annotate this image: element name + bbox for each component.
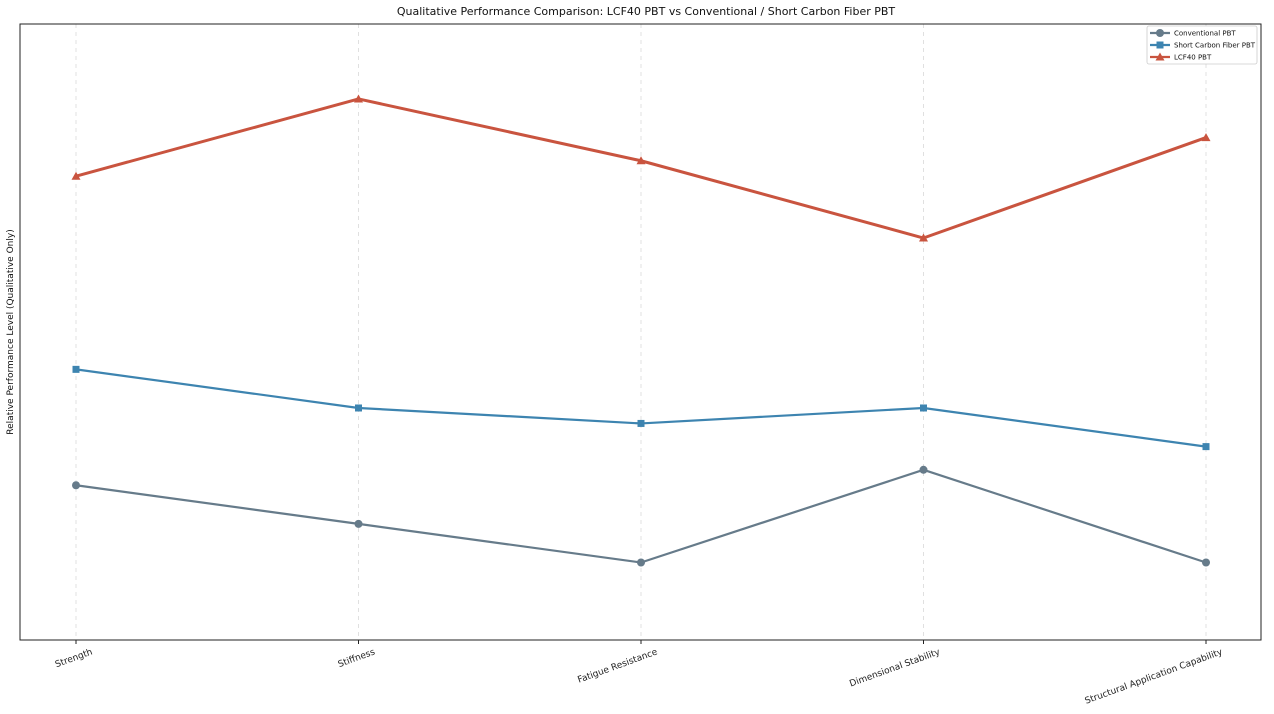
- x-tick-label: Structural Application Capability: [1084, 647, 1225, 706]
- data-point: [1202, 558, 1210, 567]
- data-point: [919, 465, 928, 474]
- data-point: [637, 558, 645, 567]
- data-point: [72, 481, 80, 490]
- legend-marker: [1155, 52, 1165, 61]
- x-tick-label: Dimensional Stability: [848, 647, 942, 689]
- x-tick-label: Fatigue Resistance: [576, 647, 659, 685]
- data-point: [355, 404, 362, 412]
- legend-label: Conventional PBT: [1174, 30, 1236, 38]
- y-axis-label: Relative Performance Level (Qualitative …: [6, 229, 16, 434]
- chart-title: Qualitative Performance Comparison: LCF4…: [397, 5, 896, 18]
- data-point: [920, 404, 927, 412]
- legend-label: LCF40 PBT: [1174, 54, 1212, 62]
- data-point: [1202, 443, 1210, 451]
- series-group: [71, 94, 1211, 567]
- legend-label: Short Carbon Fiber PBT: [1174, 42, 1256, 50]
- data-point: [72, 365, 80, 373]
- data-point: [354, 519, 363, 528]
- legend-marker: [1156, 41, 1164, 49]
- legend: Conventional PBT Short Carbon Fiber PBT LC…: [1146, 25, 1258, 65]
- data-point: [1201, 133, 1211, 142]
- data-point: [637, 419, 645, 427]
- data-point: [71, 171, 81, 180]
- x-axis-ticks: Strength Stiffness Fatigue Resistance Dimen…: [54, 640, 1225, 707]
- x-grid: [75, 24, 1207, 640]
- plot-area-frame: [19, 23, 1262, 641]
- legend-box: [1146, 25, 1258, 65]
- data-point: [919, 233, 928, 242]
- data-point: [354, 94, 363, 103]
- x-tick-label: Strength: [54, 647, 94, 670]
- legend-marker: [1156, 29, 1164, 37]
- x-tick-label: Stiffness: [337, 647, 377, 670]
- data-point: [636, 156, 646, 165]
